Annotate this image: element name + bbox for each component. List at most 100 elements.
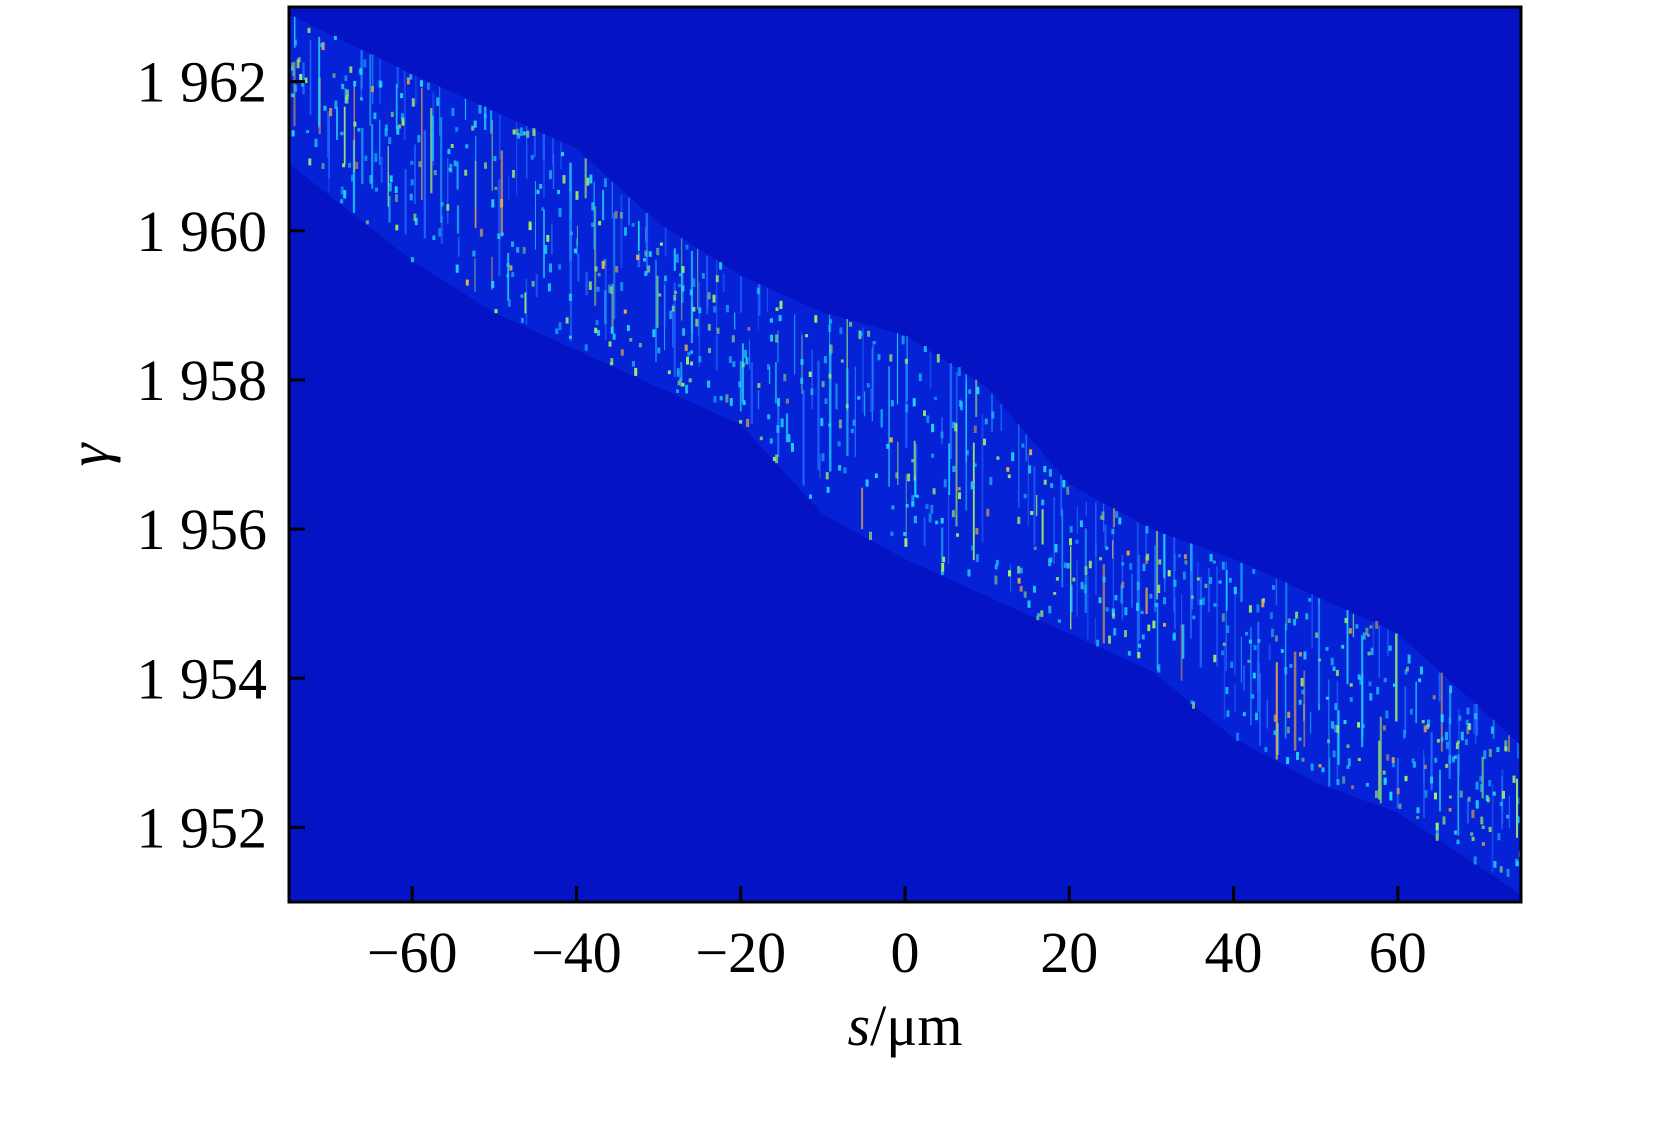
intensity-dot — [1287, 711, 1291, 718]
intensity-dot — [1517, 816, 1521, 824]
intensity-dot — [608, 341, 612, 347]
intensity-dot — [484, 162, 487, 169]
intensity-dot — [889, 354, 893, 362]
intensity-dot — [1336, 725, 1340, 733]
intensity-dot — [473, 120, 477, 128]
intensity-dot — [1499, 802, 1503, 806]
intensity-dot — [1262, 598, 1265, 603]
intensity-dot — [1504, 740, 1508, 750]
intensity-dot — [610, 358, 614, 365]
intensity-dot — [1033, 585, 1036, 593]
intensity-dot — [1496, 747, 1500, 753]
intensity-dot — [562, 175, 566, 184]
intensity-dot — [1145, 525, 1149, 534]
intensity-dot — [1396, 788, 1400, 795]
intensity-dot — [568, 335, 572, 339]
intensity-dot — [632, 361, 635, 367]
x-tick-label: −20 — [695, 920, 786, 985]
intensity-dot — [692, 278, 696, 287]
intensity-dot — [511, 272, 515, 277]
intensity-dot — [1357, 722, 1361, 728]
intensity-dot — [410, 160, 414, 165]
intensity-dot — [472, 250, 476, 257]
intensity-dot — [1221, 650, 1225, 656]
intensity-dot — [1435, 833, 1439, 841]
intensity-dot — [1273, 730, 1277, 735]
intensity-dot — [1369, 693, 1373, 701]
intensity-dot — [1142, 563, 1146, 572]
intensity-dot — [701, 273, 705, 279]
intensity-dot — [369, 175, 373, 184]
intensity-dot — [464, 169, 468, 176]
intensity-dot — [1111, 528, 1115, 535]
intensity-dot — [294, 39, 298, 46]
intensity-dot — [1233, 586, 1237, 595]
intensity-dot — [1321, 767, 1325, 773]
intensity-dot — [1053, 592, 1057, 595]
intensity-dot — [989, 477, 993, 485]
intensity-dot — [620, 349, 624, 356]
intensity-dot — [450, 144, 454, 148]
intensity-dot — [384, 124, 388, 131]
intensity-dot — [1248, 605, 1252, 613]
intensity-dot — [1375, 790, 1378, 798]
intensity-dot — [511, 241, 514, 247]
x-tick-label: −60 — [367, 920, 458, 985]
intensity-dot — [1296, 752, 1299, 760]
intensity-dot — [332, 73, 336, 78]
intensity-dot — [565, 317, 569, 324]
intensity-dot — [1079, 520, 1083, 528]
intensity-dot — [1048, 469, 1052, 477]
intensity-dot — [414, 218, 418, 226]
intensity-dot — [976, 386, 980, 395]
intensity-dot — [598, 221, 602, 226]
intensity-dot — [1041, 499, 1045, 506]
intensity-dot — [1466, 726, 1470, 735]
intensity-dot — [805, 334, 809, 338]
intensity-dot — [951, 510, 955, 518]
intensity-dot — [681, 382, 685, 387]
intensity-dot — [995, 559, 999, 566]
intensity-dot — [1088, 560, 1092, 569]
intensity-dot — [596, 286, 600, 292]
intensity-dot — [1369, 625, 1373, 629]
intensity-dot — [713, 306, 717, 313]
intensity-dot — [558, 264, 562, 270]
intensity-dot — [597, 272, 601, 277]
intensity-dot — [688, 378, 692, 383]
intensity-dot — [1264, 747, 1268, 752]
intensity-dot — [1391, 761, 1395, 768]
intensity-dot — [340, 186, 344, 195]
intensity-dot — [656, 247, 660, 256]
intensity-dot — [742, 400, 746, 405]
intensity-dot — [1357, 757, 1361, 762]
intensity-dot — [1182, 571, 1186, 580]
intensity-dot — [1497, 833, 1501, 841]
intensity-dot — [557, 189, 561, 195]
intensity-dot — [300, 80, 304, 87]
intensity-dot — [1192, 701, 1195, 709]
intensity-dot — [1199, 599, 1203, 605]
intensity-dot — [1284, 667, 1288, 675]
intensity-dot — [681, 266, 685, 273]
intensity-dot — [1295, 611, 1299, 619]
intensity-dot — [595, 319, 599, 326]
intensity-dot — [1418, 678, 1422, 683]
intensity-dot — [942, 556, 946, 563]
intensity-dot — [983, 438, 986, 446]
intensity-dot — [638, 343, 642, 348]
intensity-dot — [684, 344, 688, 351]
intensity-dot — [584, 344, 588, 351]
intensity-dot — [1126, 550, 1130, 556]
intensity-dot — [715, 275, 719, 283]
intensity-dot — [390, 111, 394, 117]
intensity-dot — [1157, 584, 1161, 593]
intensity-dot — [824, 398, 828, 404]
intensity-dot — [589, 174, 593, 184]
intensity-dot — [1504, 746, 1508, 752]
intensity-dot — [1043, 466, 1047, 473]
intensity-dot — [1460, 731, 1464, 741]
intensity-dot — [1037, 613, 1041, 617]
intensity-dot — [1027, 600, 1031, 608]
y-axis-label: γ — [56, 441, 121, 466]
